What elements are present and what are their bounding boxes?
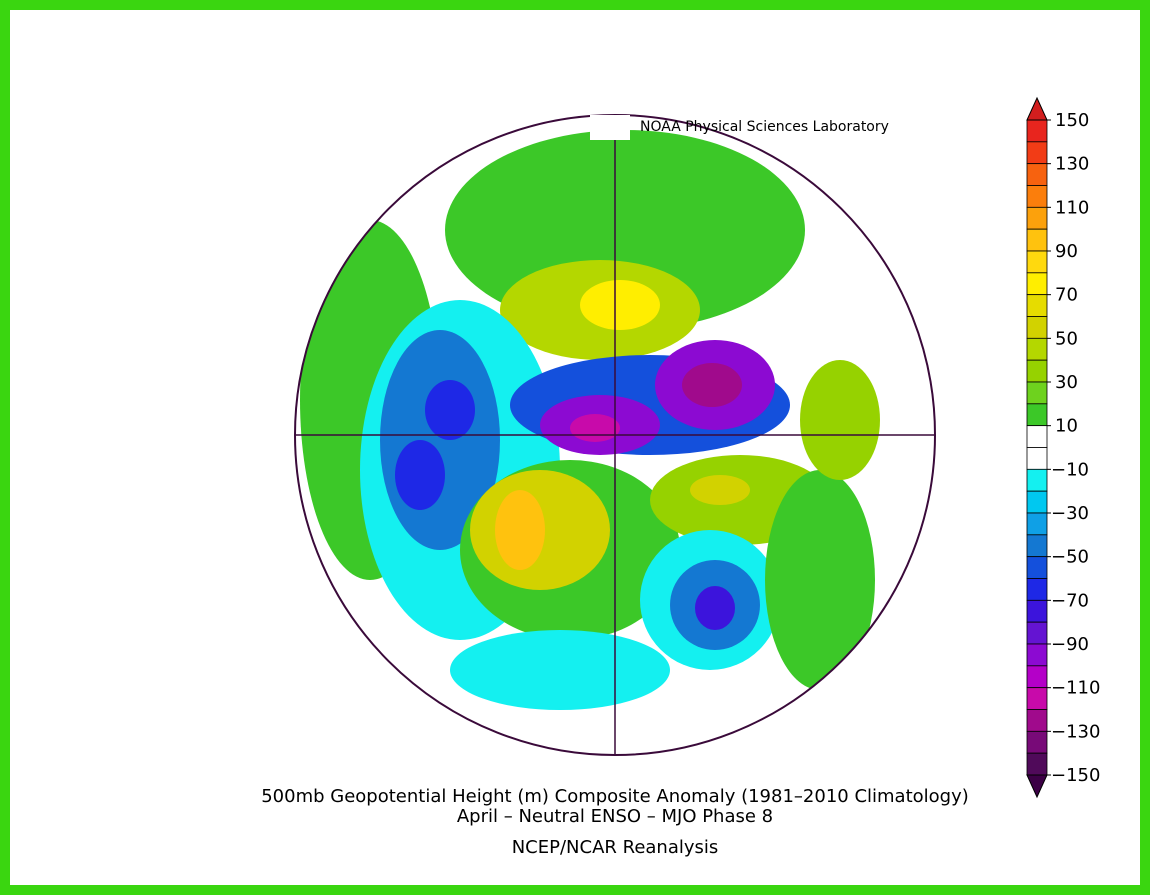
- color-box: [1026, 250, 1048, 274]
- color-box: [1026, 359, 1048, 383]
- credit: NOAA Physical Sciences Laboratory: [640, 119, 889, 135]
- tick-label: −130: [1051, 721, 1100, 742]
- color-box: [1026, 599, 1048, 623]
- subtitle: April – Neutral ENSO – MJO Phase 8: [457, 806, 773, 827]
- color-box: [1026, 294, 1048, 317]
- tick-label: −10: [1051, 459, 1089, 480]
- tick-label: −30: [1051, 503, 1089, 524]
- tick-label: 130: [1055, 154, 1089, 175]
- title: 500mb Geopotential Height (m) Composite …: [261, 786, 969, 807]
- color-box: [1026, 621, 1048, 645]
- tick-label: −150: [1051, 765, 1100, 786]
- tick-label: 70: [1055, 285, 1078, 306]
- color-box: [1026, 381, 1048, 405]
- color-box: [1026, 119, 1048, 143]
- under-triangle: [1026, 774, 1048, 799]
- map-figure: NOAA Physical Sciences Laboratory 150 130…: [261, 96, 1100, 858]
- color-box: [1026, 272, 1048, 296]
- color-box: [1026, 534, 1048, 558]
- color-box: [1026, 337, 1048, 361]
- source: NCEP/NCAR Reanalysis: [512, 837, 719, 858]
- tick-label: 30: [1055, 372, 1078, 393]
- color-box: [1026, 206, 1048, 230]
- over-triangle: [1026, 96, 1048, 121]
- anomaly-map: [295, 115, 935, 755]
- color-box: [1026, 687, 1048, 710]
- tick-label: 50: [1055, 328, 1078, 349]
- color-box: [1026, 752, 1048, 776]
- tick-label: 10: [1055, 416, 1078, 437]
- color-box: [1026, 490, 1048, 514]
- color-box: [1026, 665, 1048, 689]
- color-box: [1026, 163, 1048, 186]
- color-box: [1026, 228, 1048, 252]
- color-box: [1026, 468, 1048, 492]
- color-box: [1026, 316, 1048, 339]
- color-box: [1026, 425, 1048, 448]
- label-box: [590, 115, 630, 140]
- tick-label: −110: [1051, 678, 1100, 699]
- color-box: [1026, 578, 1048, 601]
- color-box: [1026, 643, 1048, 667]
- tick-label: −70: [1051, 590, 1089, 611]
- tick-label: 110: [1055, 197, 1089, 218]
- color-box: [1026, 730, 1048, 754]
- color-box: [1026, 141, 1048, 165]
- color-box: [1026, 447, 1048, 470]
- tick-label: 90: [1055, 241, 1078, 262]
- tick-label: −50: [1051, 547, 1089, 568]
- tick-label: 150: [1055, 110, 1089, 131]
- tick-label: −90: [1051, 634, 1089, 655]
- color-box: [1026, 556, 1048, 579]
- color-box: [1026, 512, 1048, 536]
- colorbar: 150 130 110 90 70 50 30 10 −10 −30 −50 −70 −90 −110 −1…: [1026, 96, 1100, 799]
- color-box: [1026, 403, 1048, 427]
- color-box: [1026, 709, 1048, 732]
- color-box: [1026, 185, 1048, 208]
